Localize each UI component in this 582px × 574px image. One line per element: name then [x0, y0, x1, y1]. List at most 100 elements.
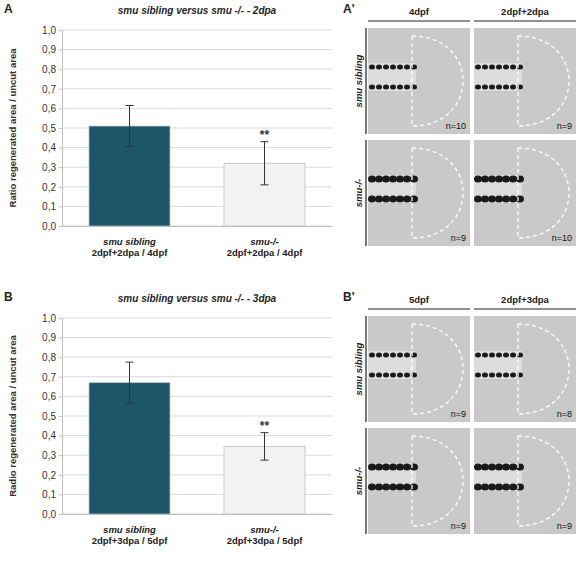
- y-tick: 0,5: [42, 411, 62, 422]
- column-head: 4dpf: [409, 6, 430, 17]
- grid: [62, 30, 332, 226]
- micrograph-background: [474, 28, 576, 134]
- fin-outline: [518, 36, 569, 126]
- y-tick-label: 0,1: [42, 489, 56, 500]
- y-tick-label: 1,0: [42, 25, 56, 36]
- pigment-cell: [474, 464, 482, 471]
- pigment-cell: [481, 176, 489, 183]
- pigment-cell: [475, 85, 481, 90]
- fin-outline: [518, 324, 569, 414]
- image-panel: A'4dpf2dpf+2dpasmu siblingn=10n=9smu-/-n…: [343, 2, 576, 246]
- pigment-cell: [390, 85, 396, 90]
- micrograph-background: [474, 428, 576, 534]
- row-head: smu sibling: [353, 342, 364, 395]
- pigment-cell: [368, 464, 376, 471]
- pigment-cell: [509, 176, 517, 183]
- row-rule: [365, 428, 366, 534]
- y-tick-label: 0,6: [42, 391, 56, 402]
- fish-body: [474, 463, 522, 491]
- micrograph-background: [368, 428, 470, 534]
- pigment-cell: [489, 373, 495, 378]
- y-tick: 0,0: [42, 221, 62, 232]
- pigment-cell: [510, 85, 516, 90]
- sample-size: n=10: [446, 121, 466, 131]
- y-axis: 0,00,10,20,30,40,50,60,70,80,91,0: [42, 313, 62, 520]
- pigment-cell: [502, 464, 510, 471]
- grid-line: [62, 108, 332, 109]
- pigment-cell: [482, 353, 488, 358]
- pigment-cell: [404, 373, 410, 378]
- pigment-cell: [516, 176, 524, 183]
- micrograph: n=9: [368, 428, 470, 534]
- pigment-cell: [390, 373, 396, 378]
- pigment-cell: [396, 464, 404, 471]
- y-tick-mark: [59, 148, 62, 149]
- pigment-cell: [397, 373, 403, 378]
- y-tick-mark: [59, 89, 62, 90]
- x-tick-line: 2dpf+3dpa / 5dpf: [227, 535, 304, 546]
- y-tick-label: 0,2: [42, 470, 56, 481]
- pigment-cell: [389, 464, 397, 471]
- error-bar: [261, 142, 269, 185]
- column-rule: [474, 308, 576, 309]
- pigment-cell: [496, 353, 502, 358]
- y-tick-mark: [59, 416, 62, 417]
- column-rule: [368, 308, 470, 309]
- y-tick-mark: [59, 128, 62, 129]
- y-tick-mark: [59, 30, 62, 31]
- y-tick-mark: [59, 396, 62, 397]
- pigment-cell: [489, 353, 495, 358]
- y-tick-mark: [59, 187, 62, 188]
- micrograph-background: [368, 316, 470, 422]
- x-axis: smu sibling2dpf+3dpa / 5dpfsmu-/-2dpf+3d…: [63, 515, 333, 547]
- pigment-cell: [376, 373, 382, 378]
- fin-outline: [412, 148, 463, 238]
- pigment-cell: [496, 373, 502, 378]
- fish-body: [368, 63, 416, 91]
- pigment-cell: [382, 484, 390, 491]
- pigment-cell: [475, 65, 481, 70]
- pigment-cell: [383, 65, 389, 70]
- y-tick: 0,4: [42, 142, 62, 153]
- y-axis-title: Radio regenerated area / uncut area: [7, 335, 18, 497]
- chart-title: smu sibling versus smu -/- - 3dpa: [118, 293, 277, 304]
- row-rule: [365, 316, 366, 422]
- column-head: 5dpf: [409, 294, 430, 305]
- x-tick-label: smu sibling2dpf+2dpa / 4dpf: [92, 236, 169, 258]
- micrograph: n=9: [368, 316, 470, 422]
- y-tick: 0,3: [42, 162, 62, 173]
- pigment-cell: [410, 176, 418, 183]
- x-tick-label: smu-/-2dpf+2dpa / 4dpf: [227, 236, 304, 258]
- pigment-cell: [510, 65, 516, 70]
- y-tick-label: 0,6: [42, 103, 56, 114]
- pigment-cell: [404, 85, 410, 90]
- y-tick-mark: [59, 108, 62, 109]
- sample-size: n=9: [557, 521, 572, 531]
- column-rule: [368, 20, 470, 21]
- fin-outline: [412, 36, 463, 126]
- fin-outline: [412, 324, 463, 414]
- y-tick-label: 0,4: [42, 142, 56, 153]
- x-axis: smu sibling2dpf+2dpa / 4dpf smu-/-2dpf+2d…: [63, 227, 333, 259]
- sample-size: n=10: [552, 233, 572, 243]
- column-head: 2dpf+3dpa: [501, 294, 549, 305]
- y-tick: 0,8: [42, 64, 62, 75]
- pigment-cell: [368, 176, 376, 183]
- pigment-cell: [482, 373, 488, 378]
- fish-body: [368, 351, 416, 379]
- pigment-cell: [403, 464, 411, 471]
- y-tick: 0,1: [42, 489, 62, 500]
- row-rule: [365, 28, 366, 134]
- y-tick-label: 0,5: [42, 411, 56, 422]
- pigment-cell: [488, 176, 496, 183]
- pigment-cell: [368, 196, 376, 203]
- panel-label: A': [343, 2, 355, 16]
- chart-panel: Bsmu sibling versus smu -/- - 3dpa0,00,1…: [4, 290, 333, 546]
- y-tick: 0,5: [42, 123, 62, 134]
- y-tick-mark: [59, 514, 62, 515]
- pigment-cell: [369, 85, 375, 90]
- pigment-cell: [516, 484, 524, 491]
- fish-body: [368, 463, 416, 491]
- pigment-cell: [509, 464, 517, 471]
- grid-line: [62, 49, 332, 50]
